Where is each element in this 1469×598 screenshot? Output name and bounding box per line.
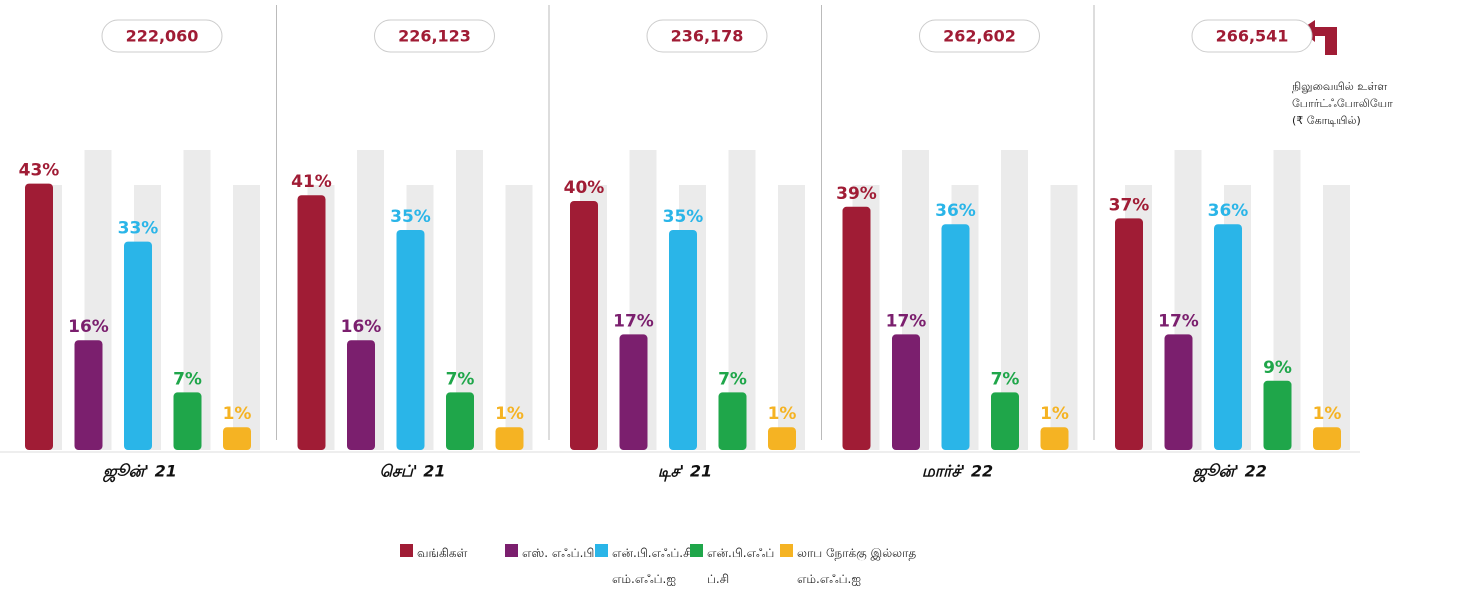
value-label: 16% (68, 317, 109, 337)
bar (941, 224, 970, 450)
bar (1115, 218, 1143, 450)
legend-label: வங்கிகள் (417, 546, 468, 560)
total-pill (919, 19, 1040, 53)
total-label: 262,602 (943, 27, 1016, 46)
value-label: 1% (495, 404, 524, 424)
value-label: 39% (836, 184, 877, 204)
value-label: 41% (291, 172, 332, 192)
legend-swatch (400, 544, 413, 557)
x-tick-label: டிச' 21 (658, 462, 712, 483)
legend-label: என்.பி.எஃப் ப்.சி (707, 546, 775, 586)
bar (1164, 334, 1193, 450)
value-label: 9% (1263, 358, 1292, 378)
total-label: 226,123 (398, 27, 471, 46)
legend-label: என்.பி.எஃப்.சி- எம்.எஃப்.ஐ (612, 546, 697, 586)
bar (991, 392, 1019, 450)
value-label: 36% (935, 201, 976, 221)
bar (223, 427, 251, 450)
bar-background (233, 185, 260, 450)
bar (25, 183, 53, 450)
value-label: 17% (1158, 311, 1199, 331)
value-label: 7% (173, 369, 202, 389)
annotation-box: நிலுவையில் உள்ள போர்ட்ஃபோலியோ (₹ கோடியில… (1292, 80, 1393, 127)
x-tick-label: மார்ச்' 22 (922, 462, 993, 481)
bar (842, 206, 871, 450)
value-label: 17% (613, 311, 654, 331)
bar (892, 334, 920, 450)
value-label: 1% (1040, 404, 1069, 424)
bar-background (778, 185, 805, 450)
bar (124, 241, 152, 450)
value-label: 43% (19, 161, 60, 181)
x-tick-label: செப்' 21 (380, 462, 446, 481)
legend-swatch (690, 544, 703, 557)
bar (495, 427, 524, 450)
total-label: 236,178 (671, 27, 744, 46)
value-label: 7% (446, 369, 475, 389)
annotation: நிலுவையில் உள்ள போர்ட்ஃபோலியோ (₹ கோடியில… (1292, 80, 1393, 127)
bar (1214, 224, 1242, 450)
legend-box: என்.பி.எஃப் ப்.சி (707, 546, 775, 586)
bar (1313, 427, 1341, 450)
value-label: 7% (718, 369, 747, 389)
legend-box: வங்கிகள் (417, 546, 468, 560)
bar (718, 392, 747, 450)
total-pill (1191, 19, 1313, 53)
value-label: 35% (663, 207, 704, 227)
value-label: 33% (118, 219, 159, 239)
bar-background (1050, 185, 1078, 450)
bar (173, 392, 202, 450)
legend-box: என்.பி.எஃப்.சி- எம்.எஃப்.ஐ (612, 546, 697, 586)
bar (570, 201, 598, 450)
legend-label: லாப நோக்கு இல்லாத எம்.எஃப்.ஐ (797, 546, 917, 586)
x-tick-label: ஜூன்' 21 (102, 462, 177, 483)
bar-background (505, 185, 533, 450)
value-label: 35% (390, 207, 431, 227)
value-label: 37% (1109, 195, 1150, 215)
x-tick-label: ஜூன்' 22 (1192, 462, 1267, 483)
total-pill (646, 19, 768, 53)
bar (669, 230, 697, 450)
bar (74, 340, 103, 450)
value-label: 40% (564, 178, 605, 198)
legend-swatch (505, 544, 518, 557)
bar (768, 427, 796, 450)
bar (1040, 427, 1069, 450)
legend-box: லாப நோக்கு இல்லாத எம்.எஃப்.ஐ (797, 546, 917, 586)
total-pill (101, 19, 223, 53)
bar (347, 340, 375, 450)
bar (396, 230, 425, 450)
total-label: 222,060 (126, 27, 199, 46)
value-label: 36% (1208, 201, 1249, 221)
bar (1263, 380, 1292, 450)
total-pill (374, 19, 495, 53)
value-label: 17% (886, 311, 927, 331)
legend-box: எஸ். எஃப்.பி (522, 546, 595, 560)
value-label: 7% (991, 369, 1020, 389)
legend-swatch (780, 544, 793, 557)
value-label: 16% (341, 317, 382, 337)
total-label: 266,541 (1216, 27, 1289, 46)
value-label: 1% (1313, 404, 1342, 424)
bar-background (1323, 185, 1350, 450)
legend-swatch (595, 544, 608, 557)
bar (619, 334, 648, 450)
bar (297, 195, 326, 450)
bar (446, 392, 474, 450)
value-label: 1% (223, 404, 252, 424)
legend-label: எஸ். எஃப்.பி (522, 546, 595, 560)
value-label: 1% (768, 404, 797, 424)
